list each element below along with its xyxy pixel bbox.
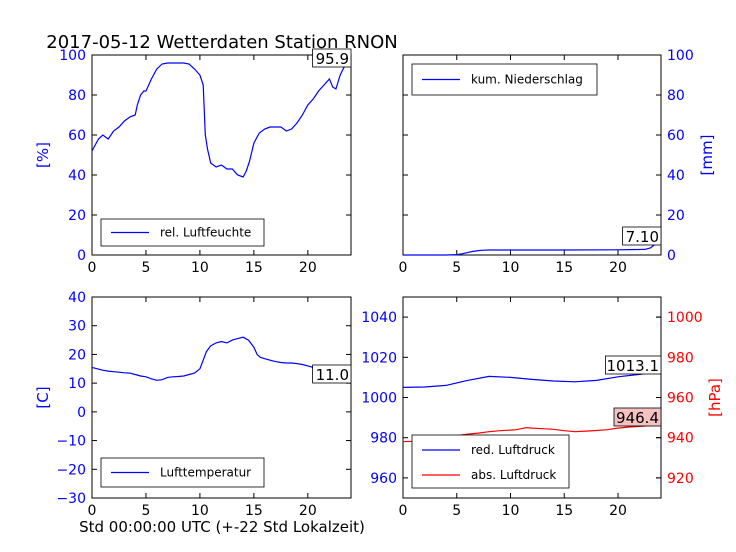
pressure-ytick-label: 980 bbox=[370, 431, 397, 447]
x-axis-label: Std 00:00:00 UTC (+-22 Std Lokalzeit) bbox=[79, 518, 365, 536]
precip-ytick-label: 20 bbox=[667, 208, 685, 224]
precip-xtick-label: 20 bbox=[609, 260, 627, 276]
precip-annotation: 7.10 bbox=[626, 228, 659, 246]
temperature-ytick-label: 30 bbox=[68, 319, 86, 335]
pressure-ytick-label: 960 bbox=[370, 471, 397, 487]
figure-title: 2017-05-12 Wetterdaten Station RNON bbox=[46, 32, 397, 53]
humidity-ytick-label: 40 bbox=[68, 168, 86, 184]
precip-frame bbox=[402, 54, 662, 256]
humidity-ytick-label: 20 bbox=[68, 208, 86, 224]
pressure-ytick-label: 1020 bbox=[361, 350, 397, 366]
pressure-ytick-right-label: 980 bbox=[667, 350, 694, 366]
pressure-annotation2-box bbox=[613, 407, 662, 427]
precip-xtick-label: 5 bbox=[452, 260, 461, 276]
temperature-xtick-label: 20 bbox=[299, 503, 317, 519]
humidity-legend-label-0: rel. Luftfeuchte bbox=[160, 226, 251, 240]
humidity-xtick-label: 5 bbox=[141, 260, 150, 276]
temperature-ytick-label: 40 bbox=[68, 290, 86, 306]
humidity-xtick-label: 15 bbox=[245, 260, 263, 276]
temperature-xtick-label: 5 bbox=[141, 503, 150, 519]
pressure-annotation-box bbox=[605, 355, 662, 375]
pressure-ytick-label: 1040 bbox=[361, 310, 397, 326]
humidity-annotation: 95.9 bbox=[316, 50, 349, 68]
temperature-ytick-label: −30 bbox=[56, 491, 86, 507]
precip-ylabel: [mm] bbox=[698, 135, 716, 176]
humidity-ytick-label: 60 bbox=[68, 128, 86, 144]
precip-ytick-label: 100 bbox=[667, 48, 694, 64]
pressure-xtick-label: 20 bbox=[609, 503, 627, 519]
precip-ytick-label: 0 bbox=[667, 248, 676, 264]
pressure-xtick-label: 15 bbox=[555, 503, 573, 519]
temperature-legend-label-0: Lufttemperatur bbox=[160, 466, 251, 480]
temperature-frame bbox=[91, 296, 352, 499]
pressure-legend-label-1: abs. Luftdruck bbox=[471, 468, 556, 482]
temperature-annotation: 11.0 bbox=[316, 366, 349, 384]
humidity-ytick-label: 100 bbox=[59, 48, 86, 64]
pressure-ytick-right-label: 920 bbox=[667, 471, 694, 487]
humidity-xtick-label: 20 bbox=[299, 260, 317, 276]
pressure-annotation: 1013.1 bbox=[607, 357, 660, 375]
precip-series-line-0 bbox=[403, 240, 662, 256]
temperature-ytick-label: −10 bbox=[56, 434, 86, 450]
temperature-xtick-label: 0 bbox=[88, 503, 97, 519]
temperature-annotation-box bbox=[312, 364, 352, 384]
pressure-ytick-label: 1000 bbox=[361, 391, 397, 407]
pressure-xtick-label: 5 bbox=[452, 503, 461, 519]
pressure-xtick-label: 0 bbox=[399, 503, 408, 519]
precip-ytick-label: 80 bbox=[667, 88, 685, 104]
precip-xtick-label: 0 bbox=[399, 260, 408, 276]
temperature-ytick-label: 10 bbox=[68, 376, 86, 392]
humidity-annotation-box bbox=[312, 48, 352, 68]
pressure-ylabel: [hPa] bbox=[706, 378, 724, 417]
temperature-ytick-label: 0 bbox=[77, 405, 86, 421]
temperature-ylabel: [C] bbox=[34, 386, 52, 408]
pressure-annotation2: 946.4 bbox=[616, 409, 659, 427]
temperature-xtick-label: 15 bbox=[245, 503, 263, 519]
humidity-xtick-label: 0 bbox=[88, 260, 97, 276]
humidity-ylabel: [%] bbox=[34, 142, 52, 168]
precip-xtick-label: 10 bbox=[502, 260, 520, 276]
pressure-xtick-label: 10 bbox=[502, 503, 520, 519]
precip-xtick-label: 15 bbox=[555, 260, 573, 276]
humidity-xtick-label: 10 bbox=[191, 260, 209, 276]
pressure-legend-label-0: red. Luftdruck bbox=[471, 443, 555, 457]
humidity-frame bbox=[91, 54, 352, 256]
humidity-series-line-0 bbox=[91, 62, 352, 178]
precip-ytick-label: 60 bbox=[667, 128, 685, 144]
pressure-legend bbox=[411, 434, 570, 489]
pressure-series-line-0 bbox=[402, 370, 662, 388]
pressure-ytick-right-label: 940 bbox=[667, 431, 694, 447]
precip-ytick-label: 40 bbox=[667, 168, 685, 184]
pressure-ytick-right-label: 1000 bbox=[667, 310, 703, 326]
pressure-ytick-right-label: 960 bbox=[667, 391, 694, 407]
temperature-xtick-label: 10 bbox=[191, 503, 209, 519]
precip-legend-label-0: kum. Niederschlag bbox=[471, 73, 583, 87]
humidity-ytick-label: 80 bbox=[68, 88, 86, 104]
humidity-ytick-label: 0 bbox=[77, 248, 86, 264]
precip-annotation-box bbox=[622, 226, 662, 246]
temperature-series-line-0 bbox=[91, 336, 352, 381]
temperature-ytick-label: 20 bbox=[68, 347, 86, 363]
temperature-ytick-label: −20 bbox=[56, 462, 86, 478]
